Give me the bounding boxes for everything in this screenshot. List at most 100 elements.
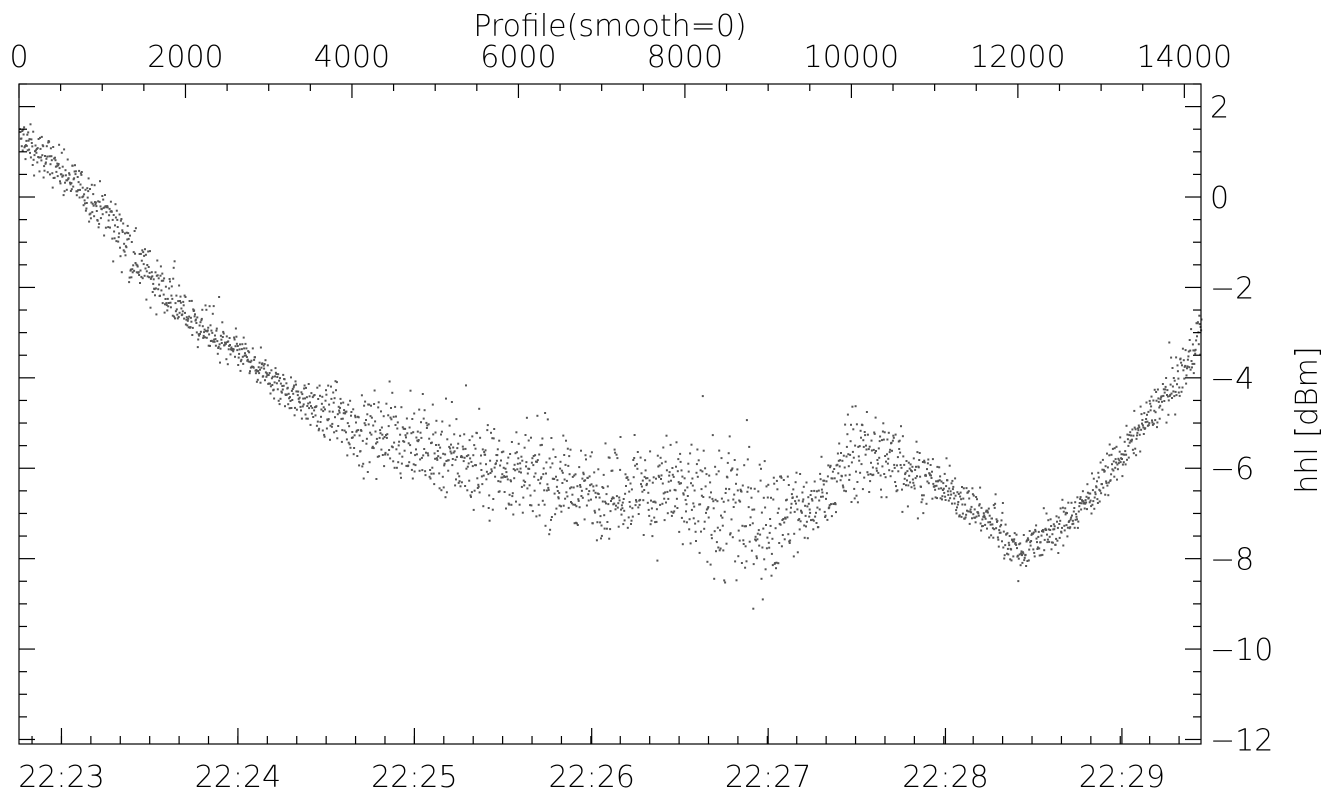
data-point — [716, 500, 719, 503]
data-point — [139, 252, 142, 255]
data-point — [407, 442, 410, 445]
data-point — [897, 470, 900, 473]
data-point — [968, 497, 971, 500]
data-point — [33, 174, 36, 177]
data-point — [347, 403, 350, 406]
data-point — [89, 188, 91, 190]
data-point — [1072, 522, 1075, 525]
data-point — [23, 146, 26, 149]
data-point — [278, 379, 281, 382]
data-point — [718, 549, 721, 552]
data-point — [722, 549, 725, 552]
data-point — [549, 528, 552, 531]
data-point — [437, 443, 440, 446]
data-point — [639, 456, 642, 459]
data-point — [1096, 480, 1098, 483]
data-point — [77, 181, 80, 184]
data-point — [907, 484, 910, 487]
data-point — [338, 409, 341, 412]
data-point — [29, 123, 32, 126]
data-point — [477, 485, 480, 488]
data-point — [38, 170, 41, 173]
data-point — [131, 271, 134, 274]
data-point — [102, 198, 105, 201]
data-point — [709, 481, 712, 484]
data-point — [321, 395, 324, 398]
data-point — [1087, 496, 1090, 499]
data-point — [837, 459, 840, 462]
data-point — [699, 469, 702, 472]
data-point — [417, 439, 420, 441]
data-point — [991, 523, 994, 526]
data-point — [802, 498, 805, 501]
data-point — [728, 435, 731, 438]
data-point — [576, 485, 579, 488]
data-point — [99, 217, 102, 220]
data-point — [225, 358, 228, 361]
data-point — [1112, 469, 1115, 472]
data-point — [487, 507, 490, 509]
data-point — [828, 506, 831, 509]
data-point — [257, 370, 260, 372]
data-point — [567, 464, 570, 467]
data-point — [813, 480, 816, 483]
data-point — [449, 450, 452, 453]
data-point — [1057, 552, 1060, 554]
data-point — [1151, 423, 1154, 426]
data-point — [733, 459, 736, 461]
data-point — [432, 472, 435, 475]
data-point — [418, 469, 421, 472]
data-point — [293, 414, 296, 417]
data-point — [528, 467, 531, 470]
data-point — [263, 367, 266, 370]
data-point — [1090, 505, 1093, 508]
data-point — [872, 448, 875, 451]
data-point — [872, 473, 875, 476]
data-point — [87, 190, 90, 193]
data-point — [815, 511, 817, 514]
data-point — [787, 533, 790, 536]
data-point — [904, 471, 907, 474]
data-point — [949, 497, 952, 500]
data-point — [1139, 405, 1142, 408]
data-point — [307, 383, 310, 385]
data-point — [854, 405, 857, 408]
data-point — [735, 482, 737, 485]
data-point — [153, 288, 156, 291]
data-point — [838, 465, 841, 468]
data-point — [1053, 528, 1056, 531]
data-point — [198, 334, 201, 337]
data-point — [248, 351, 251, 354]
data-point — [351, 431, 354, 433]
data-point — [1104, 465, 1107, 468]
data-point — [111, 218, 114, 221]
data-point — [203, 328, 206, 331]
data-point — [93, 215, 96, 218]
data-point — [138, 253, 141, 255]
data-point — [990, 534, 993, 537]
data-point — [376, 455, 379, 458]
data-point — [213, 340, 216, 343]
data-point — [334, 380, 337, 383]
data-point — [134, 252, 136, 255]
data-point — [561, 482, 564, 484]
data-point — [951, 488, 954, 491]
data-point — [1169, 383, 1172, 386]
data-point — [553, 492, 556, 495]
data-point — [629, 482, 632, 485]
data-point — [66, 179, 69, 182]
data-point — [534, 472, 537, 475]
data-point — [319, 421, 322, 423]
data-point — [1137, 429, 1140, 432]
data-point — [292, 386, 295, 389]
data-point — [378, 436, 381, 439]
data-point — [232, 350, 235, 353]
data-point — [361, 465, 364, 468]
data-point — [1098, 500, 1101, 503]
data-point — [661, 502, 664, 505]
data-point — [371, 445, 374, 448]
data-point — [1049, 529, 1052, 531]
data-point — [309, 423, 312, 426]
data-point — [444, 496, 447, 499]
data-point — [1041, 553, 1044, 556]
